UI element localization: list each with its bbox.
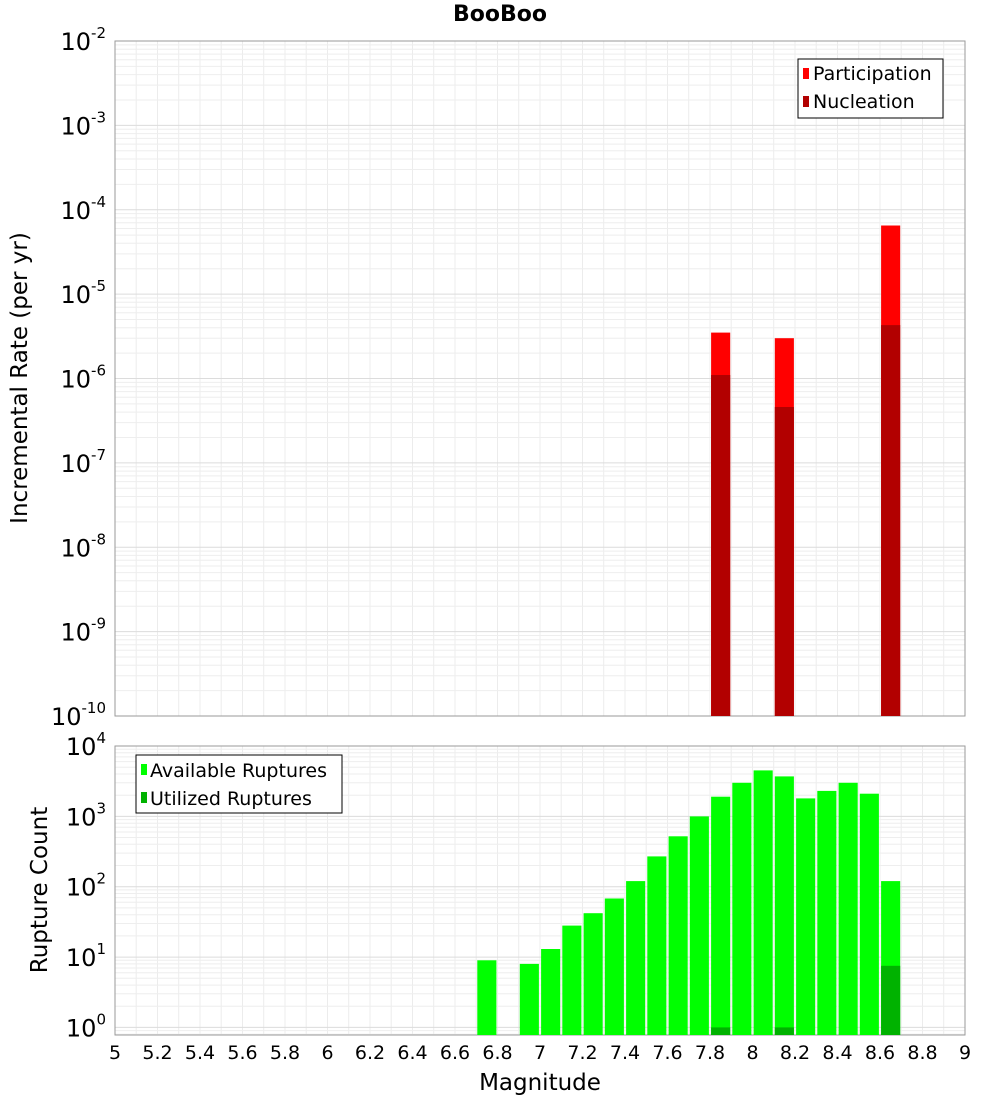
legend-label-participation: Participation bbox=[813, 63, 932, 85]
bottom-bar-s0-9 bbox=[689, 816, 709, 1035]
bottom-bar-s0-10 bbox=[711, 796, 731, 1035]
bottom-y-tick-label: 104 bbox=[66, 729, 106, 761]
legend-label-nucleation: Nucleation bbox=[813, 91, 915, 113]
bottom-bar-s0-17 bbox=[859, 793, 879, 1035]
x-tick-label: 8 bbox=[746, 1042, 758, 1064]
bottom-bar-s0-0 bbox=[477, 960, 497, 1035]
top-y-tick-label: 10-3 bbox=[60, 108, 106, 140]
x-tick-label: 7.4 bbox=[610, 1042, 640, 1064]
bottom-bar-s1-2 bbox=[881, 965, 901, 1035]
bottom-bar-s0-2 bbox=[541, 949, 561, 1035]
top-y-tick-label: 10-9 bbox=[60, 615, 106, 647]
top-y-tick-labels: 10-10 10-9 10-8 10-7 10-6 10-5 10-4 10-3 10-2 bbox=[51, 24, 106, 731]
bottom-y-tick-label: 100 bbox=[66, 1010, 106, 1042]
x-axis-title: Magnitude bbox=[479, 1070, 601, 1096]
bottom-bar-s0-11 bbox=[732, 782, 752, 1035]
x-tick-label: 5.2 bbox=[142, 1042, 172, 1064]
bottom-bar-s0-7 bbox=[647, 856, 667, 1035]
bottom-bar-s0-5 bbox=[604, 898, 624, 1035]
x-tick-label: 8.6 bbox=[865, 1042, 895, 1064]
x-tick-label: 9 bbox=[959, 1042, 971, 1064]
top-bars bbox=[711, 225, 901, 716]
bottom-y-tick-label: 101 bbox=[66, 940, 106, 972]
top-gridlines bbox=[115, 41, 965, 716]
legend-swatch-available bbox=[141, 764, 147, 775]
x-tick-label: 7.2 bbox=[567, 1042, 597, 1064]
top-y-tick-label: 10-5 bbox=[60, 277, 106, 309]
top-bar-s1-0 bbox=[711, 375, 731, 716]
top-y-axis-title: Incremental Rate (per yr) bbox=[7, 232, 33, 524]
bottom-bars bbox=[477, 770, 901, 1035]
x-tick-label: 8.4 bbox=[822, 1042, 852, 1064]
bottom-bar-s1-1 bbox=[774, 1027, 794, 1035]
legend-label-available: Available Ruptures bbox=[150, 760, 327, 782]
bottom-y-axis-title: Rupture Count bbox=[27, 807, 53, 973]
x-tick-label: 5 bbox=[109, 1042, 121, 1064]
top-y-tick-label: 10-6 bbox=[60, 362, 106, 394]
x-tick-label: 6.4 bbox=[397, 1042, 427, 1064]
legend-label-utilized: Utilized Ruptures bbox=[150, 788, 312, 810]
top-y-tick-label: 10-7 bbox=[60, 446, 106, 478]
bottom-plot-frame bbox=[114, 745, 966, 1036]
bottom-bar-s0-14 bbox=[796, 798, 816, 1035]
x-tick-label: 8.2 bbox=[780, 1042, 810, 1064]
x-tick-label: 6 bbox=[321, 1042, 333, 1064]
chart-title: BooBoo bbox=[453, 2, 547, 27]
legend-swatch-nucleation bbox=[803, 96, 809, 107]
bottom-legend: Available Ruptures Utilized Ruptures bbox=[135, 754, 343, 814]
bottom-bar-s0-3 bbox=[562, 925, 582, 1035]
top-plot-frame bbox=[114, 40, 966, 717]
legend-swatch-participation bbox=[803, 68, 809, 79]
bottom-bar-s0-12 bbox=[753, 770, 773, 1035]
top-bar-s1-2 bbox=[881, 325, 901, 716]
x-tick-label: 6.8 bbox=[482, 1042, 512, 1064]
bottom-bar-s0-13 bbox=[774, 776, 794, 1035]
top-y-tick-label: 10-8 bbox=[60, 530, 106, 562]
legend-swatch-utilized bbox=[141, 792, 147, 803]
top-y-tick-label: 10-10 bbox=[51, 699, 106, 731]
bottom-bar-s0-15 bbox=[817, 790, 837, 1035]
top-y-tick-label: 10-4 bbox=[60, 193, 106, 225]
x-tick-label: 5.6 bbox=[227, 1042, 257, 1064]
x-tick-label: 6.6 bbox=[440, 1042, 470, 1064]
x-tick-labels: 5 5.2 5.4 5.6 5.8 6 6.2 6.4 6.6 6.8 7 7.2 7.4 7.6 7.8 8… bbox=[109, 1042, 971, 1064]
top-legend: Participation Nucleation bbox=[797, 58, 944, 119]
x-tick-label: 5.8 bbox=[270, 1042, 300, 1064]
bottom-y-tick-label: 102 bbox=[66, 870, 106, 902]
x-tick-label: 6.2 bbox=[355, 1042, 385, 1064]
bottom-bar-s0-1 bbox=[519, 963, 539, 1035]
top-bar-s1-1 bbox=[774, 407, 794, 716]
top-legend-box bbox=[797, 58, 944, 119]
x-tick-label: 8.8 bbox=[907, 1042, 937, 1064]
bottom-bar-s0-4 bbox=[583, 913, 603, 1035]
bottom-legend-box bbox=[135, 754, 343, 814]
bottom-bar-s0-6 bbox=[626, 881, 646, 1035]
x-tick-label: 7.6 bbox=[652, 1042, 682, 1064]
x-tick-label: 5.4 bbox=[185, 1042, 215, 1064]
bottom-y-tick-label: 103 bbox=[66, 799, 106, 831]
x-tick-label: 7.8 bbox=[695, 1042, 725, 1064]
bottom-bar-s0-16 bbox=[838, 782, 858, 1035]
x-tick-label: 7 bbox=[534, 1042, 546, 1064]
bottom-bar-s1-0 bbox=[711, 1027, 731, 1035]
bottom-y-tick-labels: 100 101 102 103 104 bbox=[66, 729, 106, 1042]
top-y-tick-label: 10-2 bbox=[60, 24, 106, 56]
bottom-bar-s0-8 bbox=[668, 836, 688, 1035]
